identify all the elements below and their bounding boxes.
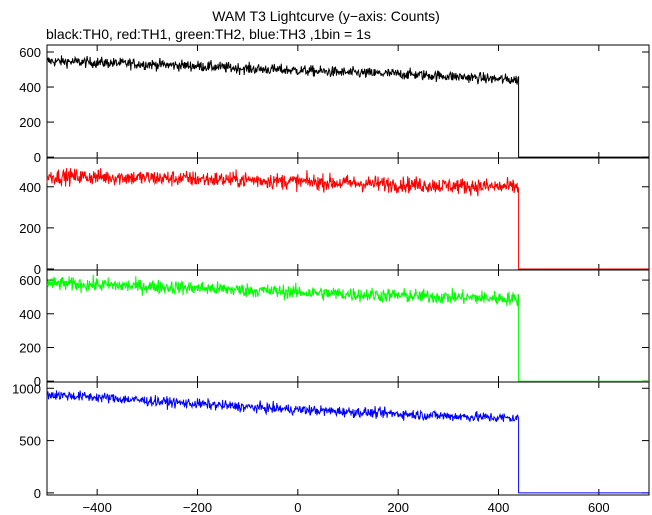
y-tick-label-TH3: 1000 (12, 381, 41, 396)
chart-subtitle: black:TH0, red:TH1, green:TH2, blue:TH3 … (46, 26, 371, 42)
y-tick-label-TH1: 0 (34, 262, 41, 277)
y-tick-label-TH2: 400 (19, 307, 41, 322)
series-line-TH3 (46, 390, 649, 494)
chart-title: WAM T3 Lightcurve (y−axis: Counts) (212, 8, 440, 24)
y-tick-label-TH1: 200 (19, 221, 41, 236)
x-tick-label: 400 (488, 500, 510, 515)
x-tick-label: −400 (83, 500, 112, 515)
series-line-TH1 (46, 167, 649, 270)
y-tick-label-TH0: 600 (19, 45, 41, 60)
y-tick-label-TH2: 0 (34, 374, 41, 389)
y-tick-label-TH0: 400 (19, 80, 41, 95)
y-tick-label-TH0: 200 (19, 115, 41, 130)
panel-frame-TH0 (46, 44, 650, 159)
y-tick-label-TH2: 600 (19, 273, 41, 288)
x-tick-label: 600 (588, 500, 610, 515)
y-tick-label-TH0: 0 (34, 150, 41, 165)
y-tick-label-TH2: 200 (19, 340, 41, 355)
panel-frame-TH3 (46, 381, 650, 496)
x-tick-label: 0 (294, 500, 301, 515)
y-tick-label-TH3: 0 (34, 486, 41, 501)
y-tick-label-TH3: 500 (19, 434, 41, 449)
x-tick-label: 200 (387, 500, 409, 515)
x-tick-label: −200 (183, 500, 212, 515)
series-line-TH2 (46, 274, 649, 382)
series-line-TH0 (46, 55, 649, 158)
y-tick-label-TH1: 400 (19, 180, 41, 195)
